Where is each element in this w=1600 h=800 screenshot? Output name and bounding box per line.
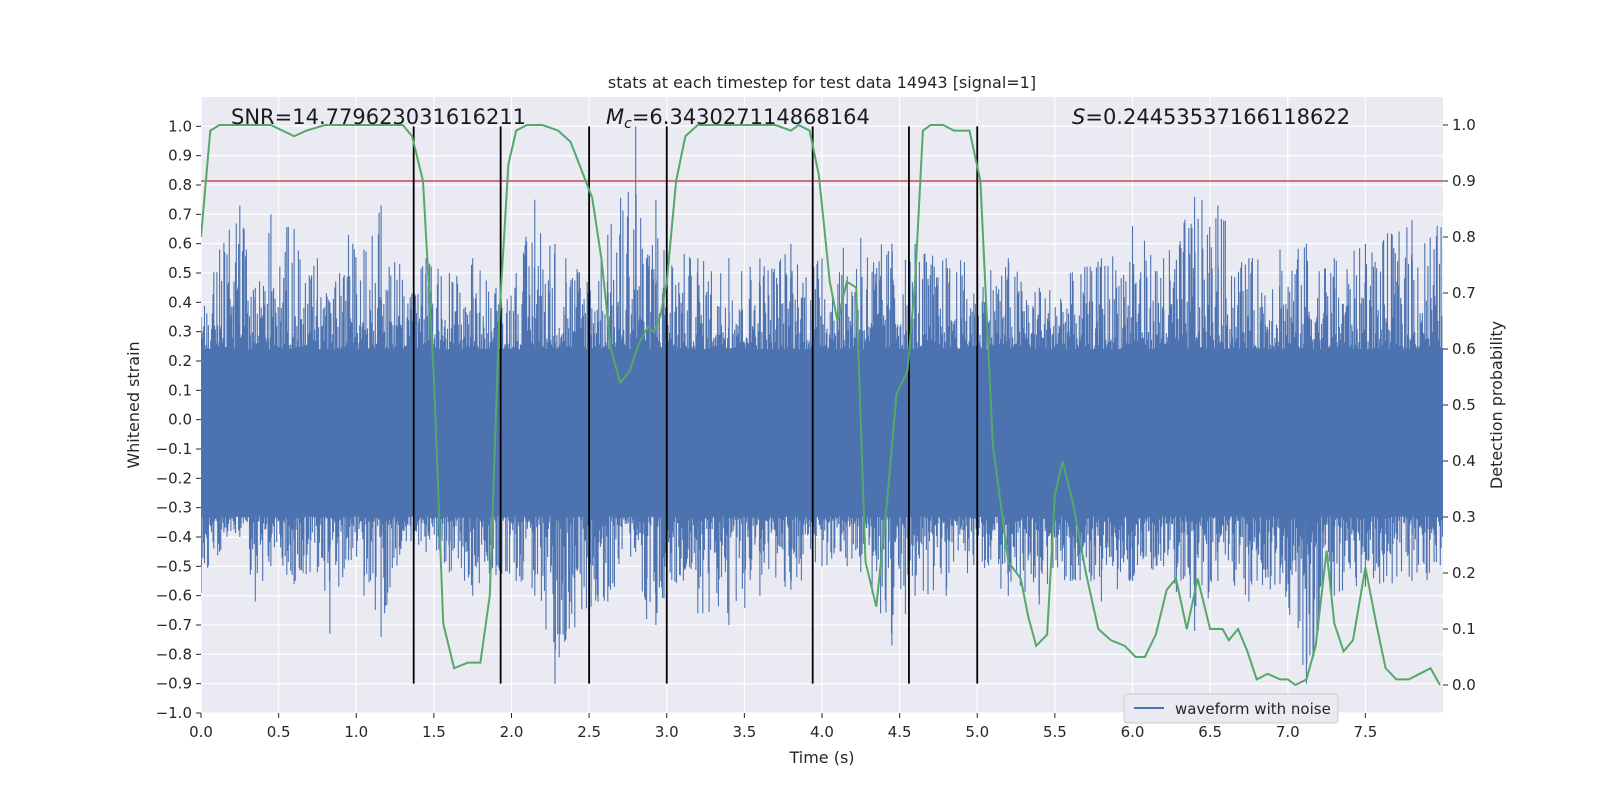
y-left-tick-label: 0.4 (168, 293, 192, 311)
y-left-tick-label: 0.3 (168, 323, 192, 341)
left-axis-label: Whitened strain (124, 341, 143, 468)
right-axis-ticks: 0.0 0.1 0.2 0.3 0.4 0.5 0.6 0.7 0.8 0.9 1.0 (1443, 116, 1476, 694)
right-axis-label: Detection probability (1487, 321, 1506, 489)
y-left-tick-label: 1.0 (168, 117, 192, 135)
legend-box (1123, 693, 1339, 724)
legend-label: waveform with noise (1175, 700, 1331, 718)
y-left-tick-label: −0.2 (156, 469, 192, 487)
x-tick-label: 6.5 (1198, 723, 1222, 741)
x-tick-label: 1.0 (344, 723, 368, 741)
mc-symbol: M (606, 105, 624, 129)
chart-title: stats at each timestep for test data 149… (608, 73, 1036, 92)
x-tick-label: 0.0 (189, 723, 213, 741)
y-left-tick-label: −0.4 (156, 528, 192, 546)
x-tick-label: 5.5 (1043, 723, 1067, 741)
y-right-tick-label: 0.6 (1452, 340, 1476, 358)
y-left-tick-label: 0.9 (168, 147, 192, 165)
y-left-tick-label: 0.8 (168, 176, 192, 194)
y-left-tick-label: −1.0 (156, 704, 192, 722)
x-tick-label: 4.5 (888, 723, 912, 741)
y-left-tick-label: −0.7 (156, 616, 192, 634)
x-tick-label: 7.5 (1353, 723, 1377, 741)
x-tick-label: 0.5 (267, 723, 291, 741)
y-left-tick-label: −0.6 (156, 587, 192, 605)
mc-value: =6.343027114868164 (632, 105, 870, 129)
x-tick-label: 3.0 (655, 723, 679, 741)
waveform-spikes (201, 126, 1443, 684)
y-left-tick-label: 0.2 (168, 352, 192, 370)
y-right-tick-label: 0.0 (1452, 676, 1476, 694)
x-tick-label: 2.5 (577, 723, 601, 741)
s-symbol: S (1072, 105, 1085, 129)
snr-annotation: SNR=14.779623031616211 (231, 105, 526, 129)
x-tick-label: 6.0 (1121, 723, 1145, 741)
x-tick-label: 4.0 (810, 723, 834, 741)
left-axis-ticks: −1.0 −0.9 −0.8 −0.7 −0.6 −0.5 −0.4 −0.3 −0.2 −0.1… (156, 117, 201, 722)
y-left-tick-label: −0.8 (156, 645, 192, 663)
y-left-tick-label: 0.0 (168, 411, 192, 429)
s-value: =0.24453537166118622 (1085, 105, 1350, 129)
x-tick-label: 7.0 (1276, 723, 1300, 741)
probability-line (201, 123, 1441, 687)
legend: waveform with noise (1123, 693, 1339, 724)
x-tick-label: 1.5 (422, 723, 446, 741)
y-right-tick-label: 0.8 (1452, 228, 1476, 246)
mc-subscript: c (624, 116, 632, 132)
y-right-tick-label: 0.2 (1452, 564, 1476, 582)
y-left-tick-label: −0.9 (156, 675, 192, 693)
y-left-tick-label: −0.5 (156, 557, 192, 575)
probability-series (201, 123, 1441, 687)
y-left-tick-label: 0.6 (168, 235, 192, 253)
x-tick-label: 3.5 (732, 723, 756, 741)
x-axis-ticks: 0.0 0.5 1.0 1.5 2.0 2.5 3.0 3.5 4.0 4.5 5.0 5.5 6.0 6… (189, 713, 1377, 741)
y-left-tick-label: 0.7 (168, 205, 192, 223)
y-left-tick-label: −0.1 (156, 440, 192, 458)
y-left-tick-label: 0.1 (168, 381, 192, 399)
y-right-tick-label: 0.7 (1452, 284, 1476, 302)
x-tick-label: 5.0 (965, 723, 989, 741)
x-tick-label: 2.0 (500, 723, 524, 741)
y-right-tick-label: 0.1 (1452, 620, 1476, 638)
event-markers (412, 126, 979, 684)
y-right-tick-label: 1.0 (1452, 116, 1476, 134)
s-annotation: S=0.24453537166118622 (1072, 105, 1350, 129)
y-left-tick-label: 0.5 (168, 264, 192, 282)
y-left-tick-label: −0.3 (156, 499, 192, 517)
y-right-tick-label: 0.9 (1452, 172, 1476, 190)
chirp-mass-annotation: Mc=6.343027114868164 (606, 105, 870, 132)
waveform-series (201, 126, 1443, 684)
y-right-tick-label: 0.4 (1452, 452, 1476, 470)
x-axis-label: Time (s) (788, 748, 854, 767)
y-right-tick-label: 0.3 (1452, 508, 1476, 526)
y-right-tick-label: 0.5 (1452, 396, 1476, 414)
